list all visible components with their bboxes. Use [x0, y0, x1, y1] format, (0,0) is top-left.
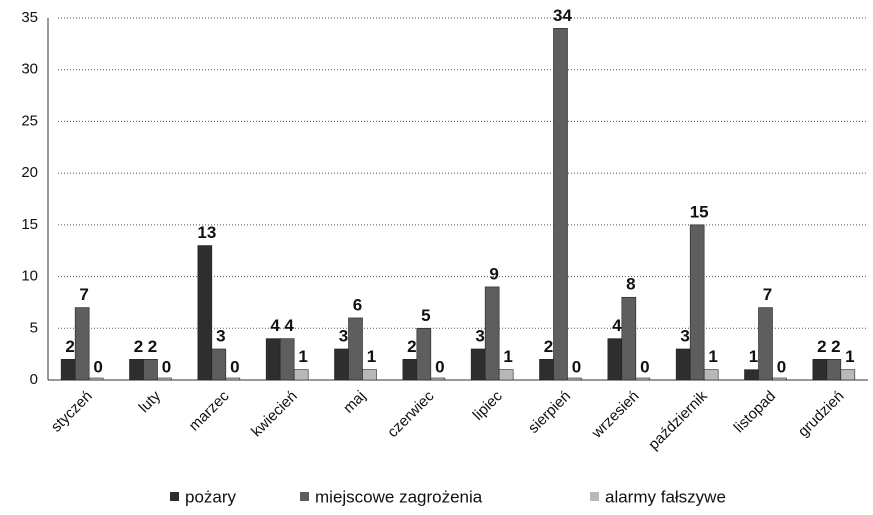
data-label: 0 — [162, 357, 171, 376]
bar — [812, 359, 828, 381]
bar — [539, 359, 554, 381]
data-label: 3 — [680, 326, 689, 345]
bar — [60, 359, 76, 381]
data-label: 0 — [93, 357, 102, 376]
data-label: 2 — [544, 337, 553, 356]
data-label: 34 — [553, 6, 572, 25]
bar — [484, 286, 500, 381]
bar — [675, 348, 691, 381]
bar — [470, 348, 486, 381]
x-tick-label: październik — [645, 387, 711, 453]
bar — [265, 338, 281, 381]
bar — [772, 377, 787, 381]
data-label: 4 — [612, 316, 622, 335]
x-tick-label: kwiecień — [248, 388, 301, 441]
bar — [703, 369, 719, 381]
data-label: 2 — [148, 337, 157, 356]
x-tick-label: listopad — [731, 388, 780, 437]
bar — [744, 369, 759, 381]
x-tick-label: styczeń — [48, 388, 96, 436]
bar — [143, 359, 158, 381]
y-tick-label: 15 — [21, 216, 38, 233]
bar — [553, 28, 568, 381]
y-tick-label: 5 — [30, 319, 38, 336]
bar — [157, 377, 172, 381]
bar — [88, 377, 104, 381]
data-label: 5 — [421, 306, 430, 325]
data-label: 2 — [407, 337, 416, 356]
data-label: 4 — [270, 316, 280, 335]
data-label: 1 — [298, 347, 307, 366]
bar — [74, 307, 90, 381]
data-label: 2 — [134, 337, 143, 356]
data-label: 6 — [353, 295, 362, 314]
bar — [279, 338, 295, 381]
data-label: 3 — [475, 326, 484, 345]
x-tick-label: marzec — [186, 387, 233, 434]
bar — [348, 317, 363, 381]
data-label: 9 — [489, 264, 498, 283]
data-label: 13 — [197, 223, 216, 242]
data-label: 0 — [230, 357, 239, 376]
bar — [635, 377, 651, 381]
legend-label: pożary — [185, 487, 237, 506]
bar — [840, 369, 856, 381]
x-tick-label: czerwiec — [384, 387, 438, 441]
legend-swatch — [590, 492, 599, 501]
data-label: 8 — [626, 275, 635, 294]
bar — [689, 224, 705, 381]
data-label: 0 — [777, 357, 786, 376]
bar — [225, 377, 241, 381]
y-tick-label: 10 — [21, 268, 38, 285]
data-label: 2 — [831, 337, 840, 356]
data-label: 0 — [435, 357, 444, 376]
bar — [430, 377, 446, 381]
x-tick-label: lipiec — [470, 387, 507, 424]
x-tick-label: sierpień — [525, 388, 574, 437]
data-label: 3 — [216, 326, 225, 345]
data-label: 0 — [640, 357, 649, 376]
y-tick-label: 30 — [21, 61, 38, 78]
x-tick-label: grudzień — [795, 388, 848, 441]
data-label: 1 — [503, 347, 512, 366]
bar — [293, 369, 309, 381]
y-tick-label: 0 — [30, 371, 38, 388]
bar — [402, 359, 418, 381]
data-label: 7 — [79, 285, 88, 304]
x-tick-label: wrzesień — [588, 388, 643, 443]
bar — [197, 245, 213, 381]
bar — [758, 307, 773, 381]
data-label: 1 — [749, 347, 758, 366]
data-label: 15 — [690, 202, 709, 221]
data-label: 2 — [65, 337, 74, 356]
y-tick-label: 20 — [21, 164, 38, 181]
legend-label: miejscowe zagrożenia — [315, 487, 483, 506]
x-tick-label: luty — [136, 387, 165, 416]
data-label: 1 — [845, 347, 854, 366]
x-tick-label: maj — [340, 388, 369, 417]
legend-label: alarmy fałszywe — [605, 487, 726, 506]
bar — [567, 377, 582, 381]
data-label: 1 — [367, 347, 376, 366]
data-label: 3 — [339, 326, 348, 345]
bar — [334, 348, 349, 381]
y-tick-label: 35 — [21, 9, 38, 26]
bar — [826, 359, 842, 381]
bar — [129, 359, 144, 381]
data-label: 1 — [708, 347, 717, 366]
bar — [362, 369, 377, 381]
bar — [498, 369, 514, 381]
bar — [211, 348, 227, 381]
bar — [621, 296, 637, 381]
data-label: 7 — [763, 285, 772, 304]
bar — [416, 327, 432, 381]
legend-swatch — [170, 492, 179, 501]
data-label: 0 — [572, 357, 581, 376]
y-tick-label: 25 — [21, 112, 38, 129]
bar — [607, 338, 623, 381]
data-label: 4 — [284, 316, 294, 335]
data-label: 2 — [817, 337, 826, 356]
legend-swatch — [300, 492, 309, 501]
